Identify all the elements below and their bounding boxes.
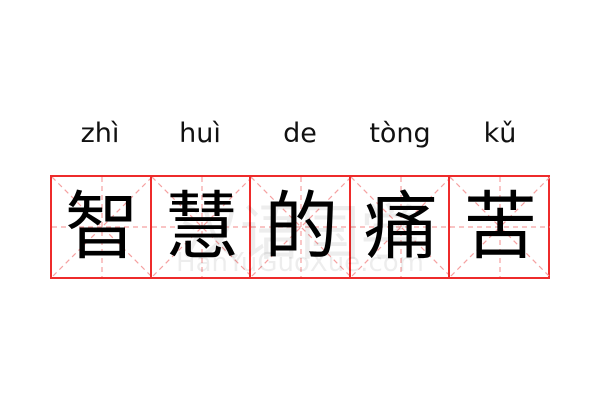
hanzi-3: 的: [264, 184, 339, 270]
grid-cell: 痛: [348, 175, 451, 279]
guide-lines: [52, 177, 152, 277]
grid-cell: 智: [50, 175, 152, 279]
guide-lines: [450, 177, 551, 277]
guide-lines: [350, 177, 451, 277]
pinyin-5: kǔ: [483, 118, 517, 149]
pinyin-1: zhì: [80, 118, 120, 149]
grid-cell: 苦: [448, 175, 551, 279]
pinyin-2: huì: [179, 118, 221, 149]
hanzi-1: 智: [65, 184, 139, 270]
hanzi-2: 慧: [164, 184, 239, 270]
tianzige-grid: 智 慧 的 痛 苦: [50, 175, 551, 279]
guide-lines: [151, 177, 252, 277]
pinyin-3: de: [283, 118, 317, 149]
grid-cell: 的: [249, 175, 352, 279]
grid-cell: 慧: [149, 175, 252, 279]
guide-lines: [251, 177, 352, 277]
hanzi-5: 苦: [463, 184, 538, 270]
pinyin-4: tòng: [369, 118, 431, 149]
hanzi-4: 痛: [363, 184, 438, 270]
